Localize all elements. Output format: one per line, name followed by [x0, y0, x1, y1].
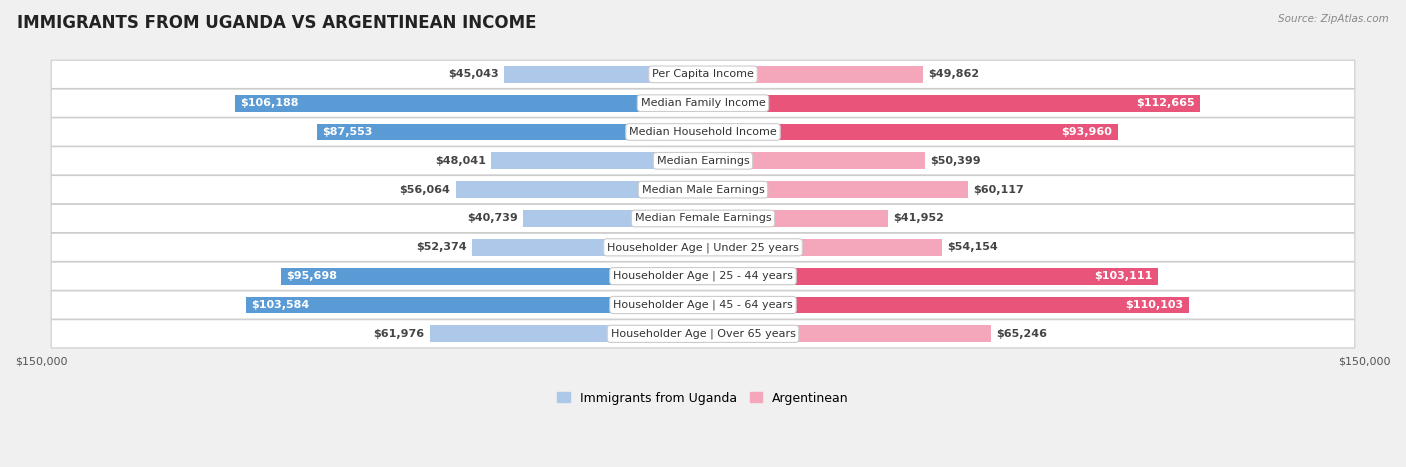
- Text: $112,665: $112,665: [1136, 98, 1195, 108]
- Bar: [235, 95, 703, 112]
- Text: $60,117: $60,117: [973, 184, 1024, 195]
- Text: $93,960: $93,960: [1062, 127, 1112, 137]
- Bar: [523, 210, 703, 227]
- Text: IMMIGRANTS FROM UGANDA VS ARGENTINEAN INCOME: IMMIGRANTS FROM UGANDA VS ARGENTINEAN IN…: [17, 14, 536, 32]
- FancyBboxPatch shape: [51, 291, 1355, 319]
- Text: Householder Age | Under 25 years: Householder Age | Under 25 years: [607, 242, 799, 253]
- Text: $65,246: $65,246: [995, 329, 1047, 339]
- Text: Per Capita Income: Per Capita Income: [652, 69, 754, 79]
- Text: $40,739: $40,739: [467, 213, 517, 224]
- Text: Median Household Income: Median Household Income: [628, 127, 778, 137]
- FancyBboxPatch shape: [51, 89, 1355, 117]
- Text: $41,952: $41,952: [893, 213, 945, 224]
- Bar: [246, 297, 703, 313]
- Text: $106,188: $106,188: [240, 98, 298, 108]
- Text: Householder Age | Over 65 years: Householder Age | Over 65 years: [610, 329, 796, 339]
- Text: $48,041: $48,041: [434, 156, 485, 166]
- Bar: [703, 152, 925, 169]
- Text: Median Male Earnings: Median Male Earnings: [641, 184, 765, 195]
- Text: $56,064: $56,064: [399, 184, 450, 195]
- Text: $54,154: $54,154: [948, 242, 998, 252]
- Text: $103,584: $103,584: [252, 300, 309, 310]
- FancyBboxPatch shape: [51, 118, 1355, 146]
- Bar: [281, 268, 703, 284]
- FancyBboxPatch shape: [51, 60, 1355, 88]
- Text: $87,553: $87,553: [322, 127, 373, 137]
- FancyBboxPatch shape: [51, 147, 1355, 175]
- Bar: [703, 210, 889, 227]
- Text: $50,399: $50,399: [931, 156, 981, 166]
- Text: Householder Age | 25 - 44 years: Householder Age | 25 - 44 years: [613, 271, 793, 282]
- Bar: [703, 297, 1188, 313]
- Text: $45,043: $45,043: [449, 69, 499, 79]
- Bar: [703, 239, 942, 256]
- Text: Householder Age | 45 - 64 years: Householder Age | 45 - 64 years: [613, 300, 793, 310]
- Legend: Immigrants from Uganda, Argentinean: Immigrants from Uganda, Argentinean: [553, 387, 853, 410]
- Bar: [491, 152, 703, 169]
- Bar: [456, 181, 703, 198]
- FancyBboxPatch shape: [51, 320, 1355, 348]
- FancyBboxPatch shape: [51, 205, 1355, 233]
- Text: $61,976: $61,976: [373, 329, 425, 339]
- Text: Median Female Earnings: Median Female Earnings: [634, 213, 772, 224]
- Text: Median Family Income: Median Family Income: [641, 98, 765, 108]
- Bar: [703, 124, 1118, 141]
- Bar: [430, 325, 703, 342]
- FancyBboxPatch shape: [51, 233, 1355, 262]
- Bar: [703, 325, 991, 342]
- Bar: [703, 181, 969, 198]
- Bar: [316, 124, 703, 141]
- Text: $110,103: $110,103: [1125, 300, 1184, 310]
- Text: Source: ZipAtlas.com: Source: ZipAtlas.com: [1278, 14, 1389, 24]
- Text: Median Earnings: Median Earnings: [657, 156, 749, 166]
- Text: $49,862: $49,862: [928, 69, 980, 79]
- Text: $52,374: $52,374: [416, 242, 467, 252]
- Bar: [703, 95, 1201, 112]
- Text: $103,111: $103,111: [1094, 271, 1153, 281]
- Bar: [703, 268, 1159, 284]
- Text: $95,698: $95,698: [285, 271, 337, 281]
- Bar: [703, 66, 922, 83]
- FancyBboxPatch shape: [51, 262, 1355, 290]
- Bar: [505, 66, 703, 83]
- Bar: [472, 239, 703, 256]
- FancyBboxPatch shape: [51, 176, 1355, 204]
